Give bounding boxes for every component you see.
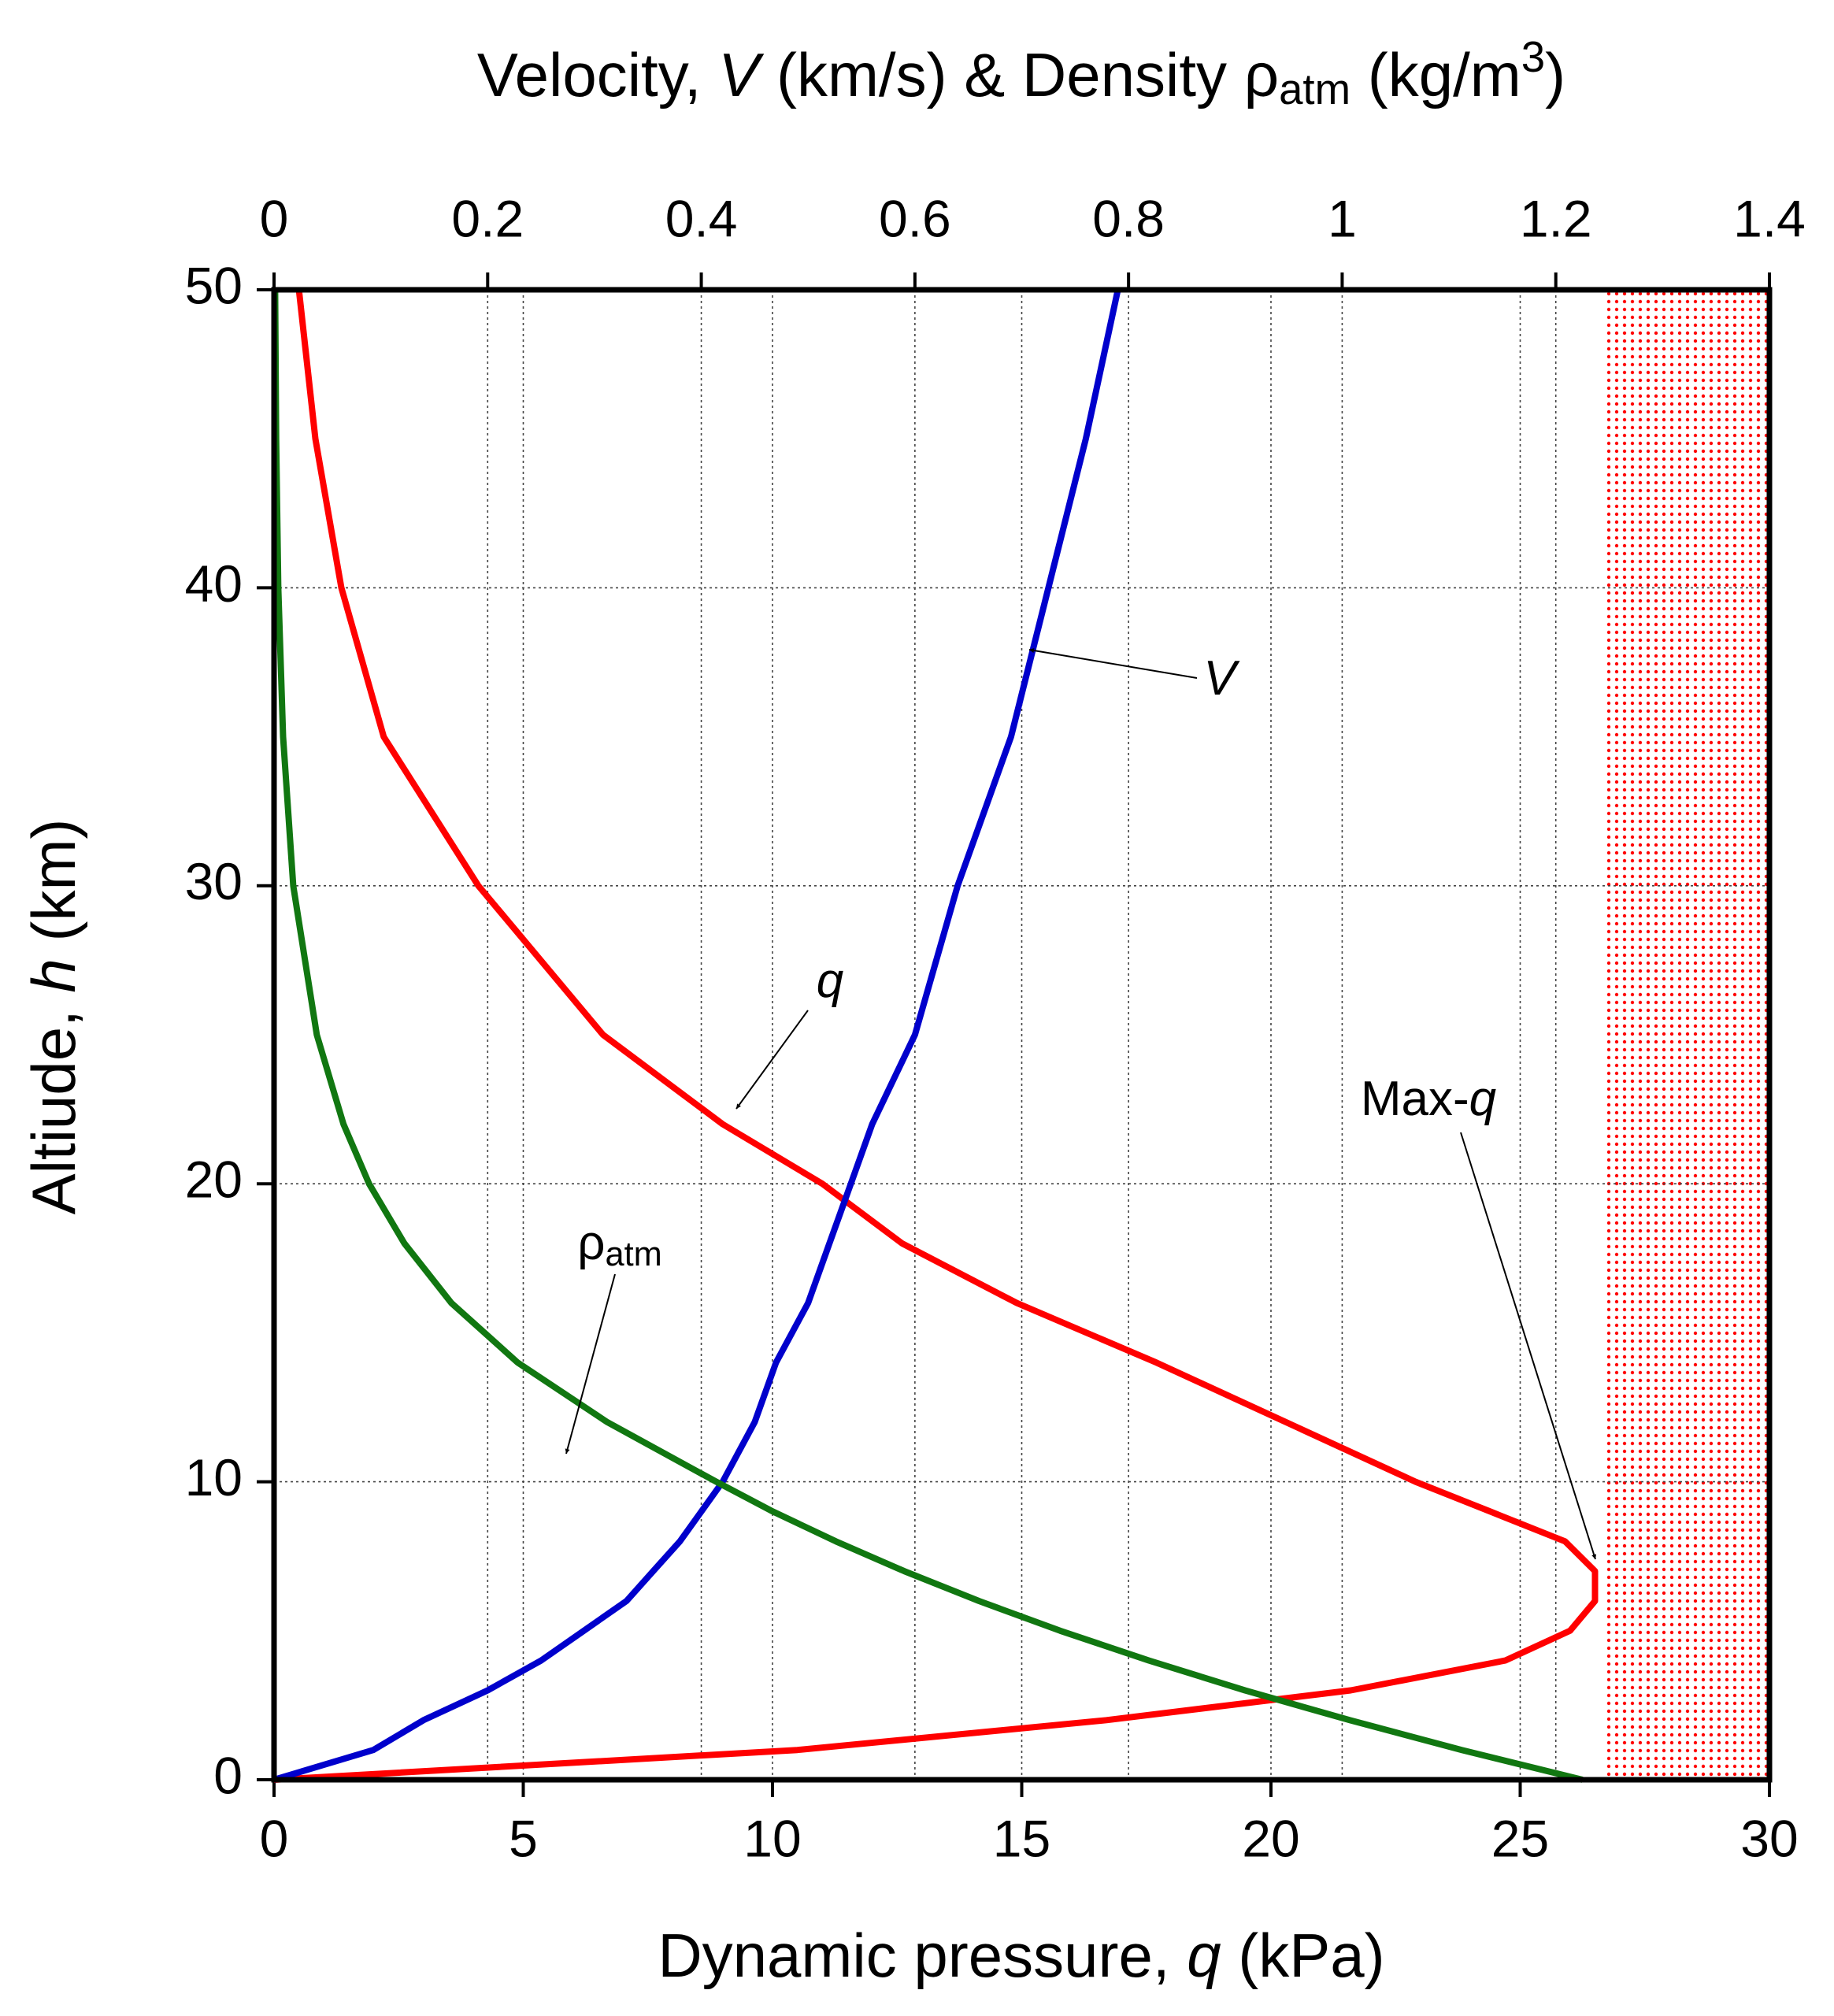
text-part: (km) xyxy=(19,819,88,959)
text-part: q xyxy=(1187,1921,1221,1990)
text-part: (km/s) & Density ρ xyxy=(759,40,1279,109)
x2-tick-label: 1 xyxy=(1328,189,1357,247)
series-line xyxy=(272,289,1121,1783)
y-tick-label: 40 xyxy=(185,554,243,613)
x-tick-label: 15 xyxy=(993,1809,1050,1867)
text-part: Dynamic pressure, xyxy=(658,1921,1187,1990)
x2-tick-label: 0.4 xyxy=(665,189,738,247)
text-part: Altiude, xyxy=(19,993,88,1215)
plot-area: 0 5 10 15 20 25 30 0 0.2 0.4 0.6 0.8 1 1.2 1.4 0 10 20 30 4… xyxy=(185,189,1806,1867)
x-tick-label: 30 xyxy=(1740,1809,1798,1867)
text-part: (kg/m xyxy=(1350,40,1521,109)
series-line xyxy=(272,289,1584,1783)
x2-axis-title: Velocity, V (km/s) & Density ρatm (kg/m3… xyxy=(477,33,1565,113)
annotation-arrow xyxy=(1028,648,1198,679)
text-part: 3 xyxy=(1521,33,1545,81)
x-tick-label: 10 xyxy=(743,1809,801,1867)
x2-tick-label: 1.4 xyxy=(1733,189,1806,247)
series-line xyxy=(273,289,1599,1783)
annotation: q xyxy=(817,954,844,1008)
plot-frame xyxy=(271,287,1773,1783)
text-part: (kPa) xyxy=(1221,1921,1385,1990)
y-tick-label: 50 xyxy=(185,256,243,314)
text-part: q xyxy=(817,954,844,1008)
x-axis-title: Dynamic pressure, q (kPa) xyxy=(658,1921,1384,1990)
x2-tick-label: 0.2 xyxy=(451,189,524,247)
x2-tick-label: 0 xyxy=(260,189,289,247)
y-tick-label: 20 xyxy=(185,1151,243,1209)
x-tick-label: 20 xyxy=(1242,1809,1299,1867)
x2-tick-label: 1.2 xyxy=(1520,189,1592,247)
y-tick-label: 0 xyxy=(213,1746,243,1804)
x2-tick-label: 0.6 xyxy=(879,189,951,247)
text-part: Max- xyxy=(1361,1072,1469,1126)
x-tick-label: 5 xyxy=(509,1809,538,1867)
text-part: q xyxy=(1469,1072,1497,1126)
text-part: h xyxy=(19,958,88,992)
text-part: ρ xyxy=(577,1216,605,1270)
annotation-arrow xyxy=(735,1010,809,1110)
y-tick-label: 10 xyxy=(185,1448,243,1506)
annotation: V xyxy=(1203,651,1240,706)
annotation-arrow xyxy=(565,1273,616,1455)
annotation-arrow xyxy=(1460,1132,1597,1560)
annotation: Max-q xyxy=(1361,1072,1497,1126)
text-part: atm xyxy=(605,1236,661,1273)
annotation: ρatm xyxy=(577,1216,662,1273)
text-part: V xyxy=(718,40,765,109)
text-part: V xyxy=(1203,651,1240,706)
text-part: atm xyxy=(1279,65,1350,113)
y-tick-label: 30 xyxy=(185,852,243,910)
annotations: V q ρatm Max-q xyxy=(565,648,1597,1560)
shaded-region xyxy=(1605,290,1769,1780)
text-part: Velocity, xyxy=(477,40,718,109)
x-tick-label: 25 xyxy=(1491,1809,1549,1867)
x-tick-label: 0 xyxy=(260,1809,289,1867)
y-axis-title: Altiude, h (km) xyxy=(19,819,88,1215)
x2-tick-label: 0.8 xyxy=(1092,189,1165,247)
text-part: ) xyxy=(1545,40,1565,109)
